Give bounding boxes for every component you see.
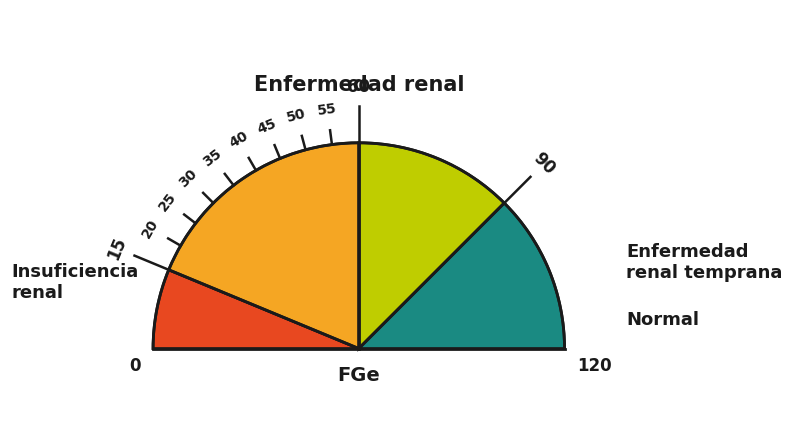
Text: 50: 50 [285, 107, 308, 125]
Text: 120: 120 [577, 357, 611, 375]
Text: Enfermedad
renal temprana: Enfermedad renal temprana [626, 243, 783, 281]
Wedge shape [359, 143, 505, 349]
Text: 40: 40 [227, 129, 251, 151]
Text: FGe: FGe [337, 366, 380, 385]
Wedge shape [169, 143, 359, 349]
Text: Enfermedad renal: Enfermedad renal [254, 75, 464, 95]
Text: 55: 55 [317, 102, 338, 118]
Text: 60: 60 [348, 78, 370, 96]
Text: 20: 20 [139, 216, 161, 240]
Text: 35: 35 [200, 146, 224, 169]
Text: 15: 15 [105, 234, 130, 262]
Text: 45: 45 [255, 116, 279, 136]
Wedge shape [359, 203, 565, 349]
Text: 0: 0 [129, 357, 141, 375]
Text: 30: 30 [177, 166, 200, 190]
Text: Insuficiencia
renal: Insuficiencia renal [11, 263, 139, 302]
Text: Normal: Normal [626, 311, 699, 329]
Text: 25: 25 [156, 190, 179, 214]
Text: 90: 90 [529, 149, 558, 178]
Wedge shape [153, 270, 359, 349]
